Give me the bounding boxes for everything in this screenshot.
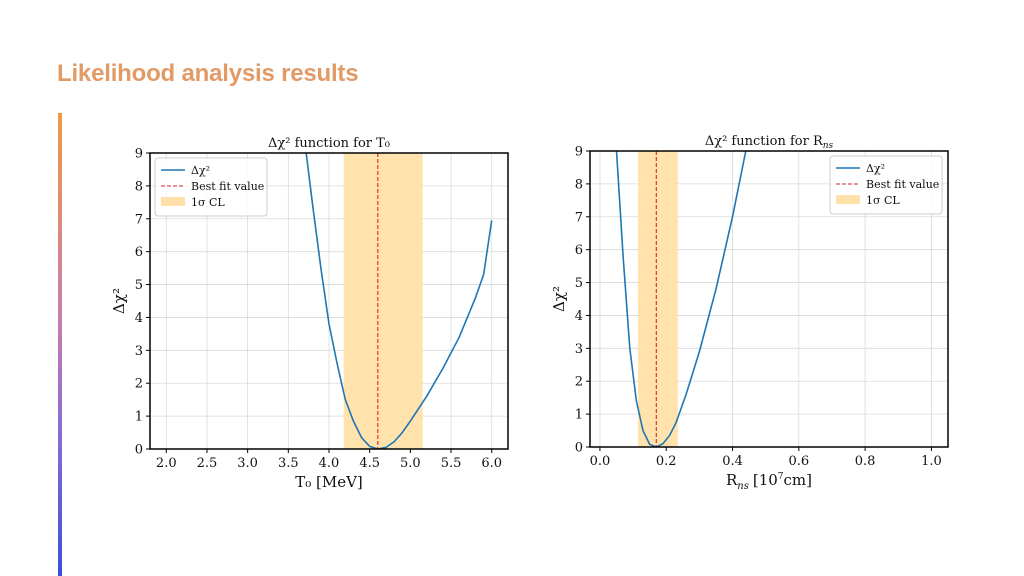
y-tick-label: 8 bbox=[135, 179, 143, 194]
x-axis-label-unit-suffix: cm] bbox=[784, 471, 812, 489]
y-tick-label: 7 bbox=[135, 212, 143, 227]
legend-label-curve: Δχ² bbox=[191, 164, 210, 177]
chart-2: 0.0 0.2 0.4 0.6 0.8 1.0 0 1 2 3 4 5 6 7 8 9 Δχ² function… bbox=[550, 134, 949, 492]
slide-title: Likelihood analysis results bbox=[57, 60, 359, 87]
legend-label-best-fit: Best fit value bbox=[866, 178, 939, 191]
x-tick-label: 2.0 bbox=[156, 456, 177, 471]
y-tick-label: 4 bbox=[135, 311, 143, 326]
x-tick-label: 0.4 bbox=[722, 454, 743, 469]
x-tick-label: 2.5 bbox=[197, 456, 218, 471]
x-axis-label-unit: [10 bbox=[753, 471, 778, 489]
y-tick-label: 4 bbox=[575, 309, 583, 324]
x-tick-label: 5.5 bbox=[441, 456, 462, 471]
accent-bar bbox=[58, 113, 62, 576]
chart-title: Δχ² function for T₀ bbox=[268, 136, 390, 151]
cl-band bbox=[638, 151, 678, 447]
y-tick-label: 5 bbox=[135, 278, 143, 293]
legend-label-cl: 1σ CL bbox=[866, 194, 900, 207]
y-tick-label: 0 bbox=[135, 443, 143, 458]
legend-swatch-cl bbox=[836, 195, 860, 204]
x-axis-label-main: R bbox=[726, 471, 738, 489]
x-axis-label-exponent: 7 bbox=[778, 472, 784, 482]
x-tick-label: 6.0 bbox=[481, 456, 502, 471]
y-axis-label: Δχ² bbox=[110, 288, 128, 314]
x-tick-label: 0.0 bbox=[590, 454, 611, 469]
y-tick-label: 6 bbox=[135, 245, 143, 260]
series-line bbox=[615, 151, 747, 447]
legend: Δχ² Best fit value 1σ CL bbox=[829, 155, 943, 215]
cl-band bbox=[343, 153, 423, 449]
y-tick-label: 1 bbox=[135, 410, 143, 425]
x-tick-label: 3.0 bbox=[237, 456, 258, 471]
x-tick-label: 4.5 bbox=[359, 456, 380, 471]
legend-label-best-fit: Best fit value bbox=[191, 180, 264, 193]
legend-swatch-cl bbox=[161, 197, 185, 206]
legend: Δχ² Best fit value 1σ CL bbox=[154, 157, 268, 217]
y-tick-label: 6 bbox=[575, 243, 583, 258]
y-tick-label: 7 bbox=[575, 210, 583, 225]
x-tick-label: 5.0 bbox=[400, 456, 421, 471]
x-tick-label: 0.2 bbox=[656, 454, 677, 469]
y-tick-label: 2 bbox=[575, 375, 583, 390]
x-tick-label: 0.6 bbox=[788, 454, 809, 469]
legend-label-cl: 1σ CL bbox=[191, 196, 225, 209]
plot-frame bbox=[589, 150, 949, 448]
y-tick-label: 9 bbox=[135, 147, 143, 162]
y-tick-label: 3 bbox=[575, 342, 583, 357]
x-tick-label: 3.5 bbox=[278, 456, 299, 471]
x-tick-label: 0.8 bbox=[855, 454, 876, 469]
y-tick-label: 0 bbox=[575, 441, 583, 456]
chart-title-subscript: ns bbox=[823, 141, 834, 151]
legend-label-curve: Δχ² bbox=[866, 162, 885, 175]
chart-title-main: Δχ² function for R bbox=[705, 134, 824, 149]
series-line bbox=[305, 153, 493, 449]
x-tick-label: 1.0 bbox=[921, 454, 942, 469]
x-axis-label-subscript: ns bbox=[737, 481, 749, 492]
x-tick-label: 4.0 bbox=[319, 456, 340, 471]
y-tick-label: 9 bbox=[575, 145, 583, 160]
x-axis-label: Rns [107cm] bbox=[726, 471, 812, 492]
y-tick-label: 8 bbox=[575, 177, 583, 192]
y-tick-label: 1 bbox=[575, 408, 583, 423]
y-axis-label: Δχ² bbox=[550, 286, 568, 312]
x-axis-label: T₀ [MeV] bbox=[295, 473, 363, 491]
y-tick-label: 5 bbox=[575, 276, 583, 291]
chart-title: Δχ² function for Rns bbox=[705, 134, 834, 151]
y-tick-label: 3 bbox=[135, 344, 143, 359]
chart-1: 2.0 2.5 3.0 3.5 4.0 4.5 5.0 5.5 6.0 0 1 2 3 4 5 6 7 8 9 Δχ²… bbox=[110, 136, 509, 491]
y-tick-label: 2 bbox=[135, 377, 143, 392]
